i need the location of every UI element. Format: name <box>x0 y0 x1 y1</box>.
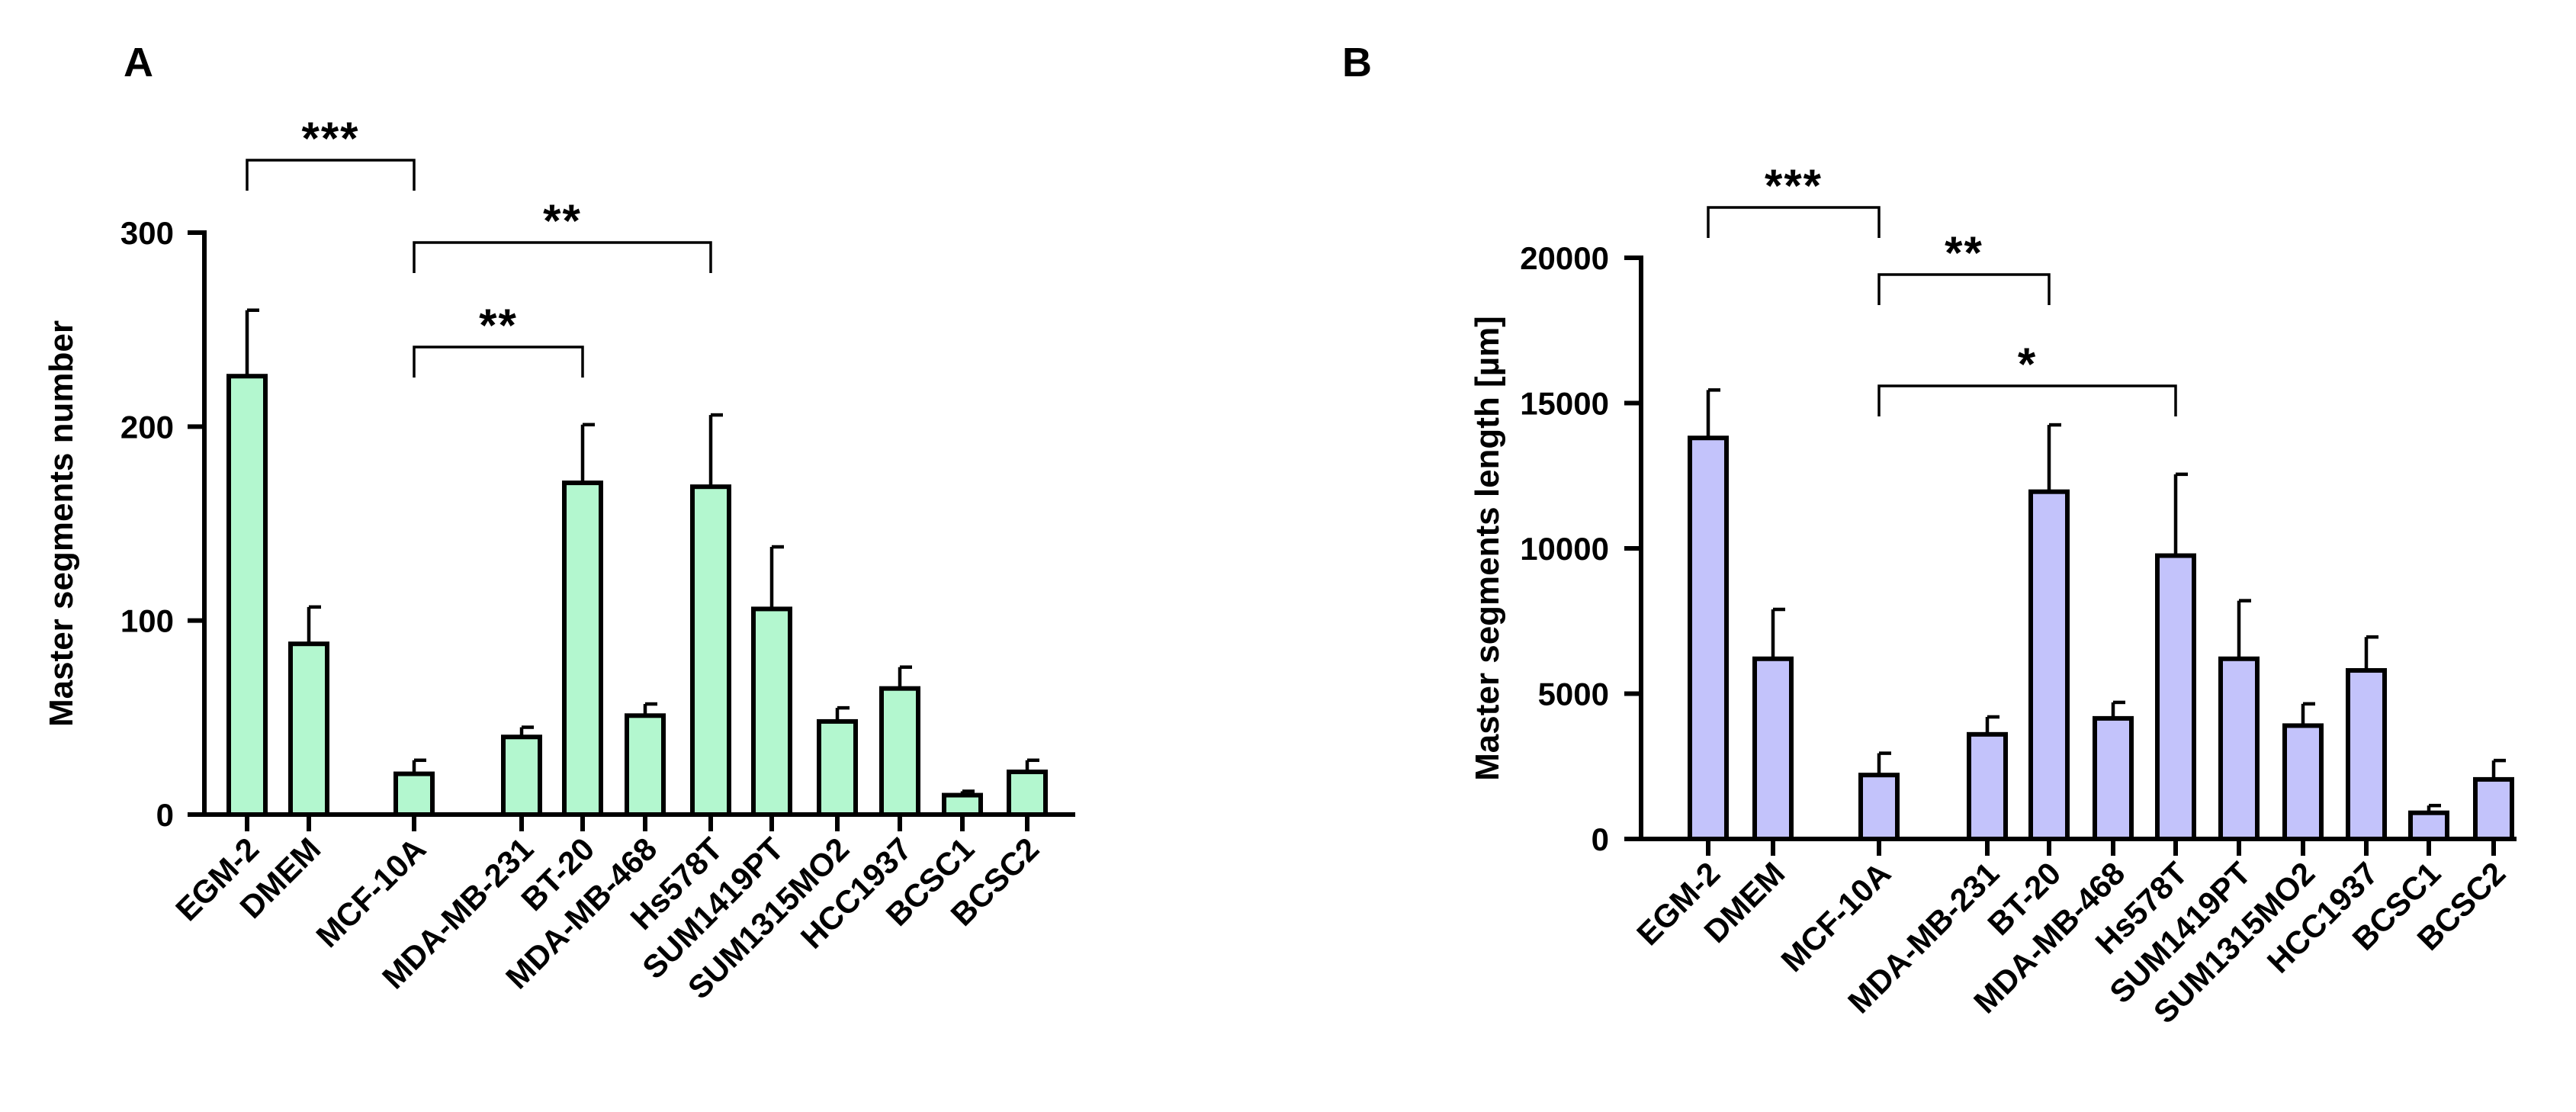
bar-MDA-MB-231 <box>501 734 542 817</box>
y-tick-label: 15000 <box>1520 386 1609 422</box>
y-tick-label: 100 <box>120 603 174 639</box>
bar-EGM-2 <box>1688 435 1729 841</box>
panel-B: B Master segments length [µm] 0 5000 10000 15… <box>1342 40 2517 1030</box>
significance-label: ** <box>1945 227 1983 278</box>
y-axis-title: Master segments length [µm] <box>1469 316 1506 781</box>
bar-SUM1315MO2 <box>817 718 858 817</box>
y-tick-label: 10000 <box>1520 531 1609 567</box>
y-tick-label: 5000 <box>1538 677 1609 712</box>
bar-BCSC1 <box>2408 810 2449 841</box>
significance-label: * <box>2018 339 2037 390</box>
bar-Hs578T <box>690 484 731 818</box>
panel-label: A <box>124 40 153 85</box>
bar-DMEM <box>288 641 329 817</box>
y-tick-label: 0 <box>156 797 174 833</box>
significance-bracket <box>1877 273 2051 305</box>
bar-MCF-10A <box>1858 773 1900 841</box>
y-tick-label: 200 <box>120 409 174 445</box>
significance-label: ** <box>479 300 518 351</box>
y-tick-label: 0 <box>1592 821 1609 857</box>
significance-bracket <box>1877 384 2177 416</box>
bar-BT-20 <box>2028 489 2070 842</box>
bar-BCSC1 <box>942 792 983 817</box>
panel-label: B <box>1342 40 1372 85</box>
bar-MCF-10A <box>393 771 435 818</box>
bar-MDA-MB-468 <box>2093 715 2134 842</box>
bar-EGM-2 <box>226 374 268 817</box>
significance-bracket <box>246 159 416 191</box>
y-tick-label: 300 <box>120 215 174 251</box>
significance-bracket <box>413 345 584 378</box>
significance-label: *** <box>301 113 359 164</box>
bar-HCC1937 <box>879 686 920 818</box>
bar-BCSC2 <box>2473 776 2514 842</box>
bar-MDA-MB-231 <box>1967 731 2008 842</box>
bar-MDA-MB-468 <box>625 713 666 817</box>
bar-Hs578T <box>2155 553 2196 842</box>
significance-bracket <box>413 241 712 273</box>
y-axis-title: Master segments number <box>43 320 80 727</box>
significance-label: *** <box>1765 160 1823 211</box>
bar-SUM1419PT <box>751 606 792 817</box>
significance-label: ** <box>543 195 582 246</box>
bar-SUM1419PT <box>2218 656 2260 842</box>
bar-HCC1937 <box>2346 668 2387 842</box>
y-tick-label: 20000 <box>1520 240 1609 276</box>
bar-BT-20 <box>562 480 603 818</box>
bar-SUM1315MO2 <box>2282 723 2324 841</box>
significance-bracket <box>1707 206 1881 238</box>
bar-DMEM <box>1752 656 1794 842</box>
bar-BCSC2 <box>1007 770 1048 818</box>
